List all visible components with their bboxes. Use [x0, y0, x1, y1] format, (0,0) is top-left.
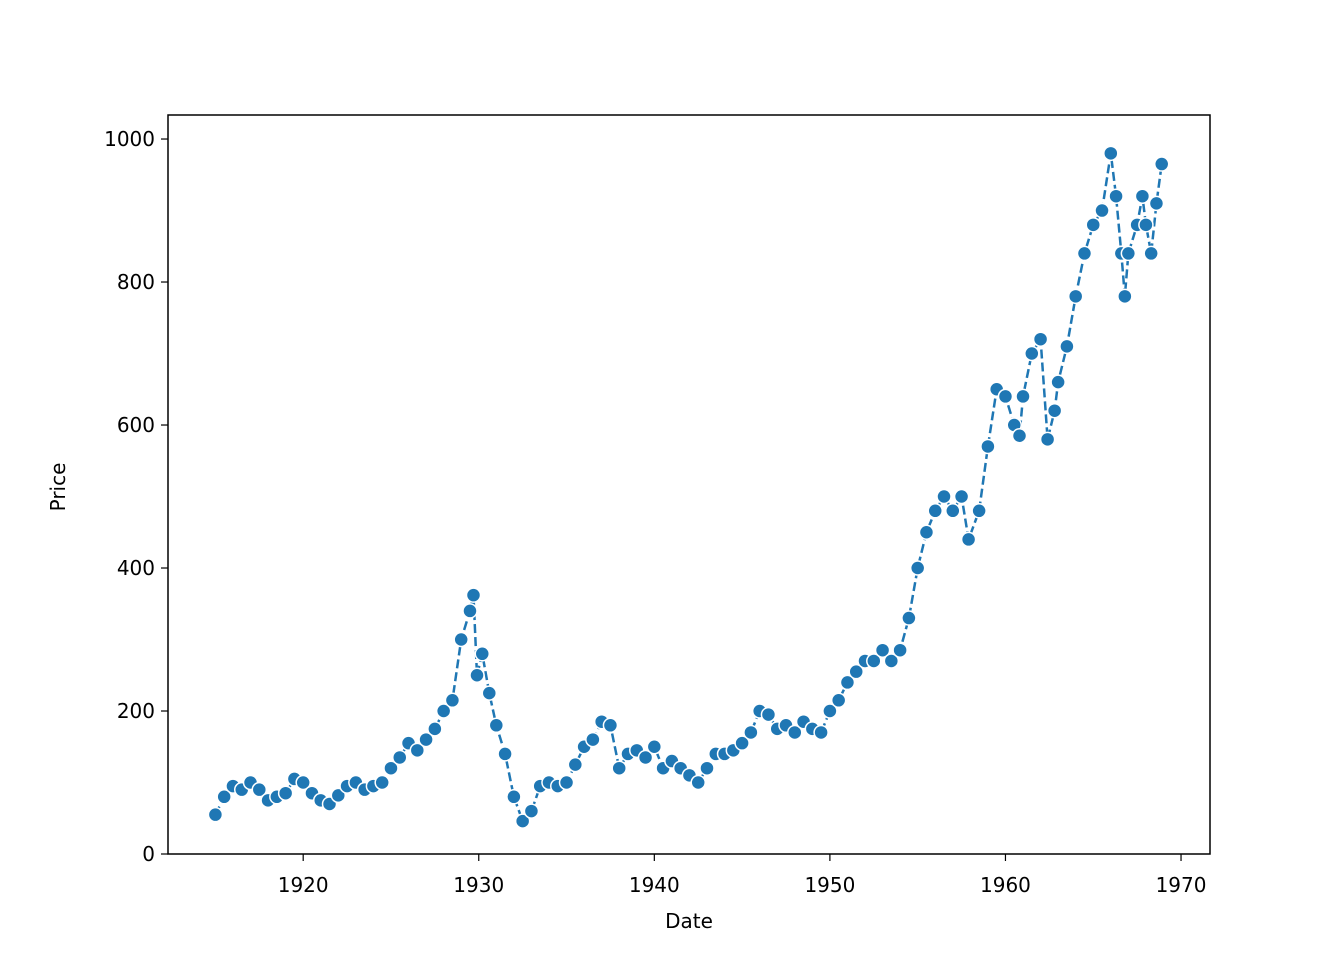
- marker: [734, 735, 750, 751]
- marker: [1094, 202, 1110, 219]
- marker: [435, 703, 452, 719]
- marker: [207, 806, 224, 823]
- marker: [743, 724, 759, 741]
- marker: [497, 746, 513, 762]
- marker: [295, 774, 311, 791]
- marker: [971, 503, 987, 519]
- y-tick-label: 1000: [104, 127, 155, 151]
- marker: [558, 774, 575, 791]
- marker: [997, 388, 1014, 405]
- marker: [883, 653, 900, 669]
- marker: [646, 739, 663, 755]
- marker: [960, 531, 977, 548]
- marker: [567, 756, 584, 773]
- marker: [866, 653, 882, 669]
- x-axis-label: Date: [665, 909, 713, 933]
- marker: [427, 721, 443, 737]
- marker: [892, 642, 908, 658]
- marker: [465, 587, 482, 603]
- marker: [1046, 402, 1063, 419]
- marker: [909, 560, 926, 576]
- marker: [1085, 217, 1101, 233]
- marker: [374, 774, 390, 791]
- marker: [444, 692, 461, 709]
- marker: [453, 631, 469, 648]
- marker: [392, 749, 408, 766]
- y-axis-label: Price: [46, 463, 70, 512]
- marker: [611, 760, 627, 776]
- marker: [1050, 374, 1066, 390]
- marker: [1153, 156, 1170, 172]
- y-tick-label: 600: [117, 413, 155, 437]
- y-tick-label: 0: [142, 842, 155, 866]
- marker: [506, 789, 522, 805]
- marker: [1059, 338, 1075, 355]
- marker: [216, 789, 232, 805]
- x-tick-label: 1960: [980, 873, 1031, 897]
- marker: [1067, 288, 1084, 305]
- x-tick-label: 1940: [629, 873, 680, 897]
- y-tick-label: 800: [117, 270, 155, 294]
- x-tick-label: 1920: [278, 873, 329, 897]
- marker: [699, 760, 715, 776]
- marker: [1039, 431, 1056, 448]
- marker: [330, 787, 347, 804]
- marker: [1024, 345, 1040, 362]
- marker: [1138, 217, 1154, 233]
- marker: [481, 685, 498, 701]
- x-tick-label: 1950: [804, 873, 855, 897]
- marker: [488, 717, 505, 734]
- marker: [277, 785, 294, 801]
- marker: [409, 742, 426, 759]
- axes-frame: [167, 114, 1211, 855]
- plot-area: [207, 145, 1170, 829]
- marker: [953, 488, 970, 505]
- marker: [874, 642, 891, 658]
- marker: [1143, 245, 1159, 262]
- marker: [523, 803, 540, 819]
- marker: [936, 488, 952, 505]
- marker: [1015, 388, 1031, 405]
- marker: [1076, 245, 1093, 262]
- marker: [1148, 195, 1165, 212]
- marker: [945, 503, 961, 519]
- marker: [602, 717, 619, 734]
- marker: [901, 610, 917, 626]
- marker: [383, 760, 399, 776]
- marker: [980, 438, 996, 455]
- marker: [585, 731, 601, 748]
- marker: [1117, 288, 1133, 305]
- marker: [474, 646, 491, 662]
- y-tick-label: 400: [117, 556, 155, 580]
- marker: [1134, 188, 1151, 204]
- marker: [848, 663, 864, 680]
- y-tick-label: 200: [117, 699, 155, 723]
- x-tick-label: 1930: [453, 873, 504, 897]
- marker: [514, 813, 531, 829]
- marker: [1032, 331, 1049, 347]
- x-tick-label: 1970: [1156, 873, 1207, 897]
- marker: [1103, 145, 1119, 162]
- marker: [839, 674, 856, 691]
- marker: [822, 703, 838, 719]
- marker: [830, 692, 847, 709]
- marker: [1120, 245, 1137, 262]
- marker: [418, 731, 434, 748]
- marker: [1108, 188, 1124, 204]
- marker: [918, 524, 935, 541]
- marker: [462, 603, 478, 619]
- marker: [787, 724, 803, 741]
- marker: [813, 724, 829, 741]
- marker: [251, 781, 268, 798]
- marker: [690, 774, 706, 791]
- marker: [1011, 427, 1028, 444]
- marker: [927, 503, 943, 519]
- marker: [469, 667, 485, 684]
- marker: [760, 706, 777, 723]
- marker: [637, 749, 654, 766]
